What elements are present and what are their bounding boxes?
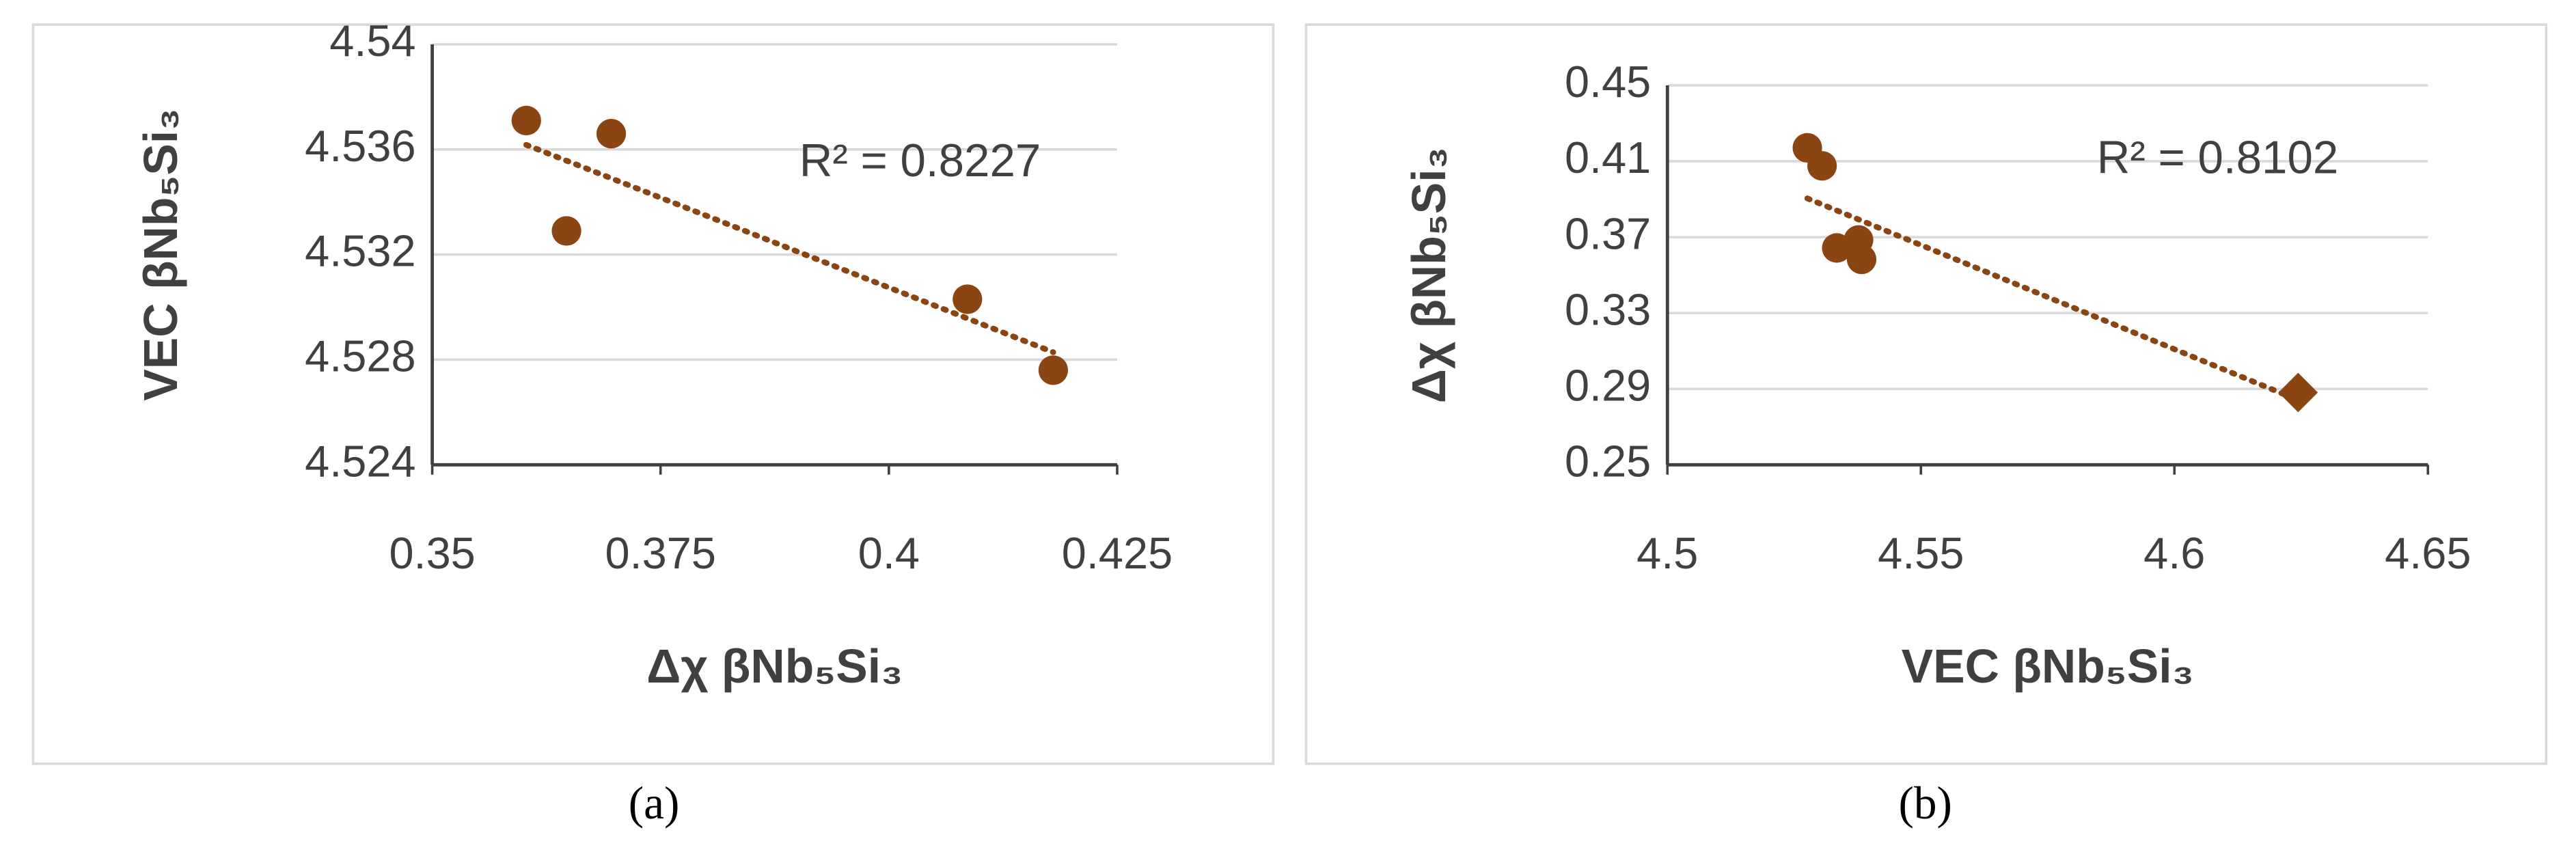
point (1038, 355, 1069, 385)
x-axis-title: Δχ βNb₅Si₃ (646, 639, 903, 693)
panel-frame (31, 23, 1275, 765)
y-tick-label: 0.45 (1565, 57, 1651, 107)
x-tick-label: 0.375 (605, 528, 716, 578)
trendline (1804, 195, 2301, 403)
caption: (a) (629, 777, 680, 829)
y-tick-label: 4.536 (305, 121, 415, 171)
y-tick-label: 0.37 (1565, 208, 1651, 258)
caption: (b) (1898, 777, 1951, 829)
y-tick-label: 4.528 (305, 331, 415, 381)
point (2278, 372, 2318, 413)
y-tick-label: 4.524 (305, 436, 415, 486)
x-tick-label: 4.55 (1878, 528, 1964, 578)
panel-frame (1304, 23, 2548, 765)
y-tick-label: 0.25 (1565, 436, 1651, 486)
x-tick-label: 4.65 (2385, 528, 2471, 578)
y-tick-label: 0.33 (1565, 284, 1651, 334)
point (953, 284, 983, 314)
y-tick-label: 0.29 (1565, 360, 1651, 410)
x-tick-label: 4.6 (2143, 528, 2205, 578)
x-tick-label: 0.35 (389, 528, 475, 578)
x-axis-title: VEC βNb₅Si₃ (1902, 639, 2194, 693)
x-tick-label: 0.4 (858, 528, 920, 578)
point (596, 119, 627, 149)
x-tick-label: 0.425 (1062, 528, 1173, 578)
y-tick-label: 4.54 (329, 16, 415, 66)
point (511, 105, 541, 136)
x-tick-label: 4.5 (1636, 528, 1698, 578)
y-tick-label: 0.41 (1565, 133, 1651, 182)
point (1846, 244, 1877, 275)
y-tick-label: 4.532 (305, 226, 415, 276)
annotation: R² = 0.8102 (2097, 132, 2339, 183)
trendline (523, 141, 1056, 355)
y-axis-title: VEC βNb₅Si₃ (134, 108, 187, 400)
point (1807, 151, 1837, 181)
point (551, 216, 581, 246)
annotation: R² = 0.8227 (799, 135, 1041, 187)
y-axis-title: Δχ βNb₅Si₃ (1402, 147, 1455, 403)
